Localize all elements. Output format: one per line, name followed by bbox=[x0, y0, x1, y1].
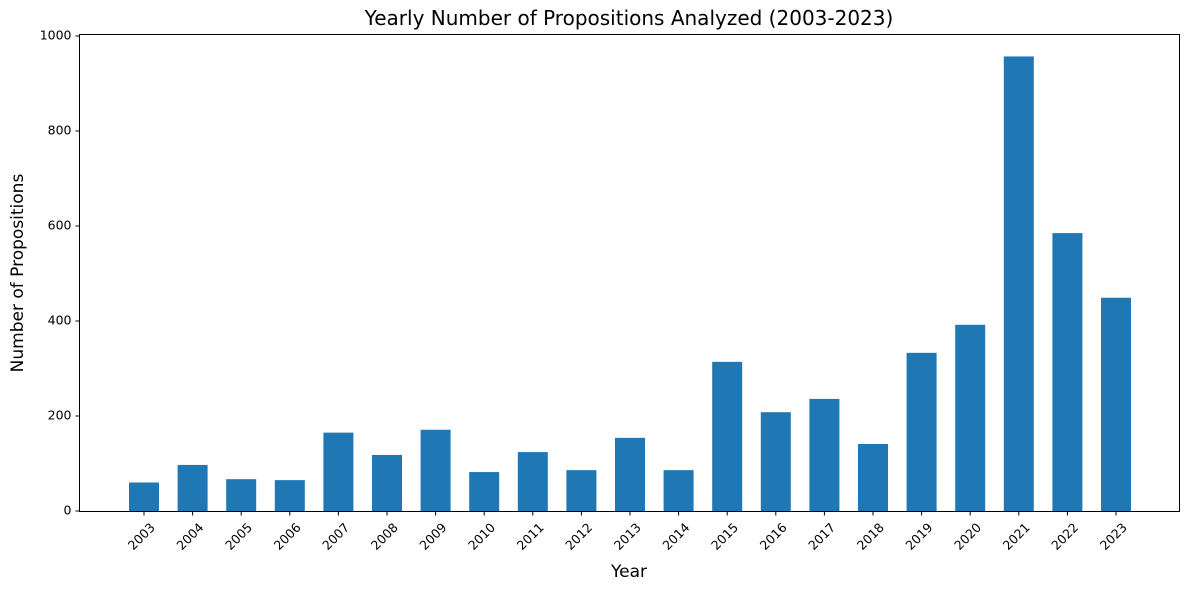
bar-2022 bbox=[1052, 233, 1083, 512]
y-tick-label: 400 bbox=[48, 313, 72, 328]
bar-2020 bbox=[955, 324, 986, 511]
y-tick-label: 800 bbox=[48, 123, 72, 138]
bar-2016 bbox=[760, 412, 791, 511]
bar-2008 bbox=[372, 454, 402, 511]
bar-2006 bbox=[274, 480, 305, 512]
y-tick-label: 0 bbox=[64, 503, 72, 518]
bar-2023 bbox=[1101, 297, 1131, 511]
x-axis-label: Year bbox=[610, 562, 647, 582]
bar-2009 bbox=[420, 429, 451, 511]
y-axis-label: Number of Propositions bbox=[8, 174, 28, 373]
bar-2018 bbox=[858, 444, 888, 511]
bar-2010 bbox=[469, 472, 500, 511]
y-tick-label: 1000 bbox=[40, 28, 72, 43]
bar-2004 bbox=[177, 464, 208, 511]
bars-layer bbox=[129, 56, 1131, 512]
bar-2005 bbox=[226, 479, 257, 511]
y-tick-label: 200 bbox=[48, 408, 72, 423]
bar-2003 bbox=[129, 482, 159, 511]
bar-2013 bbox=[615, 437, 645, 511]
chart-title: Yearly Number of Propositions Analyzed (… bbox=[364, 6, 894, 30]
y-axis-ticks: 0 200 400 600 800 1000 bbox=[40, 28, 80, 518]
bar-2007 bbox=[323, 432, 354, 512]
bar-2017 bbox=[809, 398, 840, 511]
plot-frame bbox=[79, 34, 1180, 512]
y-tick-label: 600 bbox=[48, 218, 72, 233]
bar-2011 bbox=[517, 452, 548, 511]
bar-2014 bbox=[663, 470, 694, 511]
bar-2012 bbox=[566, 470, 597, 511]
bar-2021 bbox=[1003, 56, 1034, 512]
bar-2019 bbox=[906, 352, 937, 511]
bar-2015 bbox=[712, 361, 743, 511]
